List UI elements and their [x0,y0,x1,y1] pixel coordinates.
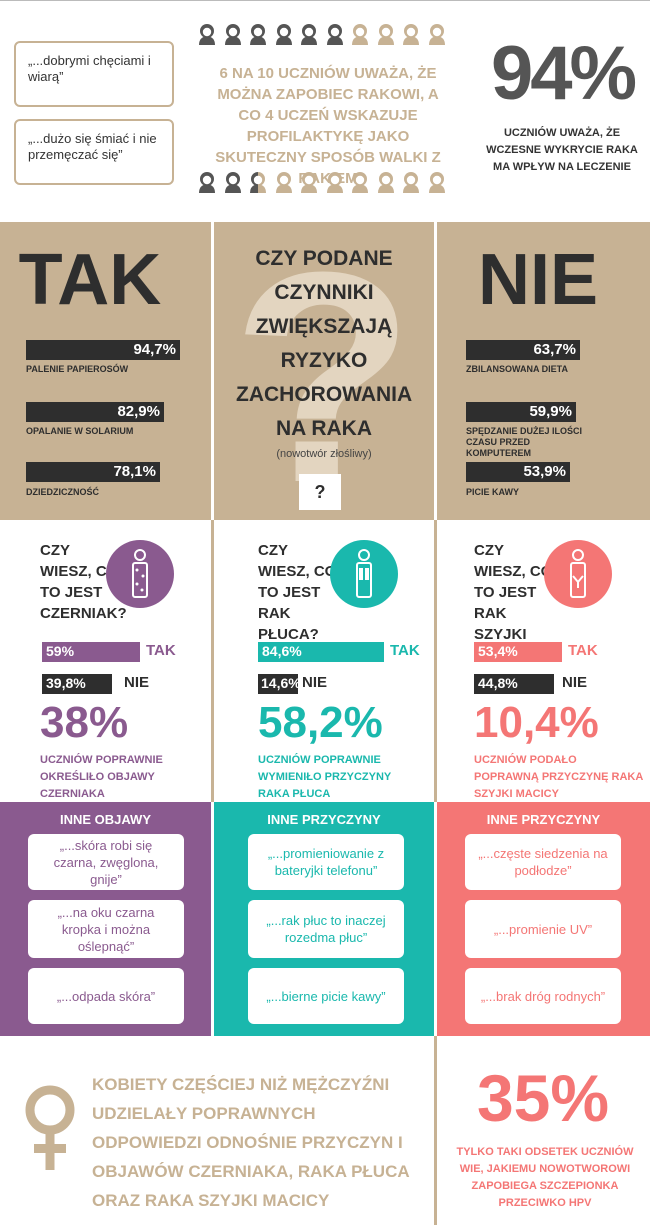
quote-bubble-1: „...dobrymi chęciami i wiarą” [14,41,174,107]
nie-bar-1: 63,7% [466,340,580,360]
other-header-2: INNE PRZYCZYNY [267,812,381,827]
no-label-2: NIE [302,674,328,691]
person-icon [400,171,422,193]
person-icon [247,171,269,193]
skin-person-icon [106,540,174,608]
knowledge-caption-3: UCZNIÓW PODAŁO POPRAWNĄ PRZYCZYNĘ RAKA S… [474,754,643,800]
no-bar-2: 14,6% [258,674,301,694]
divider [211,520,214,802]
nie-bar-3: 53,9% [466,462,570,482]
tak-label-2: OPALANIE W SOLARIUM [26,426,134,436]
knowledge-section: CZY WIESZ, CO TO JEST CZERNIAK? 59% TAK … [0,520,650,802]
divider [211,222,214,520]
quote-bubble: „...bierne picie kawy” [248,968,404,1024]
quote-bubble: „...promieniowanie z bateryjki telefonu” [248,834,404,890]
person-icon [400,23,422,45]
prevention-text: 6 NA 10 UCZNIÓW UWAŻA, ŻE MOŻNA ZAPOBIEC… [215,65,441,187]
knowledge-question-1: CZY WIESZ, CO TO JEST CZERNIAK? [40,542,127,622]
yes-bar-3: 53,4% [474,642,562,662]
person-icon [273,171,295,193]
person-icon [298,171,320,193]
person-icon [426,23,448,45]
other-header-3: INNE PRZYCZYNY [486,812,601,827]
big-percent-caption: UCZNIÓW UWAŻA, ŻE WCZESNE WYKRYCIE RAKA … [486,127,638,173]
person-icon [222,23,244,45]
quote-text: „...dobrymi chęciami i wiarą” [28,53,151,84]
person-icon [324,23,346,45]
other-panel-3: INNE PRZYCZYNY „...częste siedzenia na p… [437,802,650,1036]
tak-bar-2: 82,9% [26,402,164,422]
yes-label-3: TAK [568,642,598,659]
other-header-1: INNE OBJAWY [59,812,151,827]
yes-bar-2: 84,6% [258,642,384,662]
risk-section: TAK 94,7% PALENIE PAPIEROSÓW 82,9% OPALA… [0,222,650,527]
divider [434,1036,437,1225]
quote-text: „...dużo się śmiać i nie przemęczać się” [28,131,157,162]
person-icon [349,171,371,193]
nie-bar-2: 59,9% [466,402,576,422]
tak-label-3: DZIEDZICZNOŚĆ [26,487,99,497]
quote-bubble: „...na oku czarna kropka i można oślepną… [28,900,184,958]
knowledge-caption-2: UCZNIÓW POPRAWNIE WYMIENIŁO PRZYCZYNY RA… [258,754,392,800]
quote-bubble-2: „...dużo się śmiać i nie przemęczać się” [14,119,174,185]
no-bar-1: 39,8% [42,674,112,694]
quote-bubble: „...odpada skóra” [28,968,184,1024]
person-icon [298,23,320,45]
no-label-1: NIE [124,674,150,691]
quote-bubble: „...promienie UV” [465,900,621,958]
knowledge-pct-2: 58,2% [258,698,383,747]
tak-title: TAK [18,240,162,320]
person-icon [375,23,397,45]
yes-label-1: TAK [146,642,176,659]
bottom-section: KOBIETY CZĘŚCIEJ NIŻ MĘŻCZYŹNI UDZIELAŁY… [0,1036,650,1225]
cervix-person-icon [544,540,612,608]
quote-bubble: „...rak płuc to inaczej rozedma płuc” [248,900,404,958]
tak-bar-1: 94,7% [26,340,180,360]
no-label-3: NIE [562,674,588,691]
knowledge-question-2: CZY WIESZ, CO TO JEST RAK PŁUCA? [258,542,337,643]
tak-label-1: PALENIE PAPIEROSÓW [26,364,129,374]
person-icon [247,23,269,45]
quote-bubble: „...skóra robi się czarna, zwęglona, gni… [28,834,184,890]
women-text: KOBIETY CZĘŚCIEJ NIŻ MĘŻCZYŹNI UDZIELAŁY… [92,1075,410,1210]
divider [434,520,437,802]
nie-label-2: SPĘDZANIE DUŻEJ ILOŚCI CZASU PRZED KOMPU… [466,426,583,458]
person-icon [349,23,371,45]
person-icon [222,171,244,193]
nie-label-1: ZBILANSOWANA DIETA [466,364,568,374]
risk-question-sub: (nowotwór złośliwy) [276,448,372,460]
lungs-person-icon [330,540,398,608]
person-icon [273,23,295,45]
hpv-caption: TYLKO TAKI ODSETEK UCZNIÓW WIE, JAKIEMU … [456,1146,634,1209]
nie-title: NIE [477,240,599,320]
yes-bar-1: 59% [42,642,140,662]
no-bar-3: 44,8% [474,674,554,694]
female-symbol-icon [22,1084,78,1174]
other-section: INNE OBJAWY „...skóra robi się czarna, z… [0,802,650,1036]
person-icon [375,171,397,193]
top-section: „...dobrymi chęciami i wiarą” „...dużo s… [0,0,650,222]
person-icon [324,171,346,193]
question-badge: ? [299,474,341,510]
big-percent: 94% [490,31,637,116]
divider [434,222,437,520]
quote-bubble: „...częste siedzenia na podłodze” [465,834,621,890]
person-icon [196,171,218,193]
knowledge-caption-1: UCZNIÓW POPRAWNIE OKREŚLIŁO OBJAWY CZERN… [40,754,163,800]
person-icon [426,171,448,193]
knowledge-pct-1: 38% [40,698,129,747]
other-panel-1: INNE OBJAWY „...skóra robi się czarna, z… [0,802,211,1036]
people-row-top [196,23,452,47]
other-panel-2: INNE PRZYCZYNY „...promieniowanie z bate… [214,802,434,1036]
nie-label-3: PICIE KAWY [466,487,520,497]
hpv-percent: 35% [476,1061,610,1135]
yes-label-2: TAK [390,642,420,659]
people-row-bottom [196,171,452,195]
risk-question: CZY PODANE CZYNNIKI ZWIĘKSZAJĄ RYZYKO ZA… [236,247,413,440]
person-icon [196,23,218,45]
knowledge-pct-3: 10,4% [474,698,599,747]
quote-bubble: „...brak dróg rodnych” [465,968,621,1024]
tak-bar-3: 78,1% [26,462,160,482]
